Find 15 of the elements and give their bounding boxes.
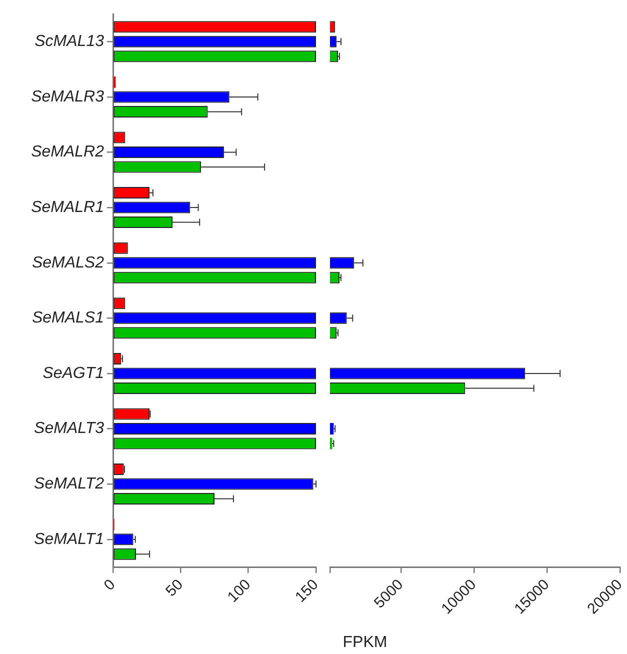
x-tick-label: 100 xyxy=(224,576,254,606)
y-tick-label: SeMALS2 xyxy=(32,254,104,272)
x-tick-label: 150 xyxy=(292,576,322,606)
y-tick-label: ScMAL13 xyxy=(34,33,104,50)
y-tick-label: SeMALR1 xyxy=(31,199,104,216)
x-axis-title: FPKM xyxy=(342,634,388,652)
y-tick-label: SeMALR2 xyxy=(31,144,104,161)
y-tick-label: SeMALT2 xyxy=(34,476,104,493)
x-tick-label: 0 xyxy=(100,576,119,594)
y-tick-label: SeMALR3 xyxy=(31,88,104,106)
x-tick-label: 50 xyxy=(162,576,186,600)
y-tick-label: SeMALT3 xyxy=(34,420,104,438)
y-tick-label: SeMALS1 xyxy=(32,310,104,327)
y-tick-label: SeAGT1 xyxy=(42,364,104,382)
y-tick-label: SeMALT1 xyxy=(34,530,104,548)
